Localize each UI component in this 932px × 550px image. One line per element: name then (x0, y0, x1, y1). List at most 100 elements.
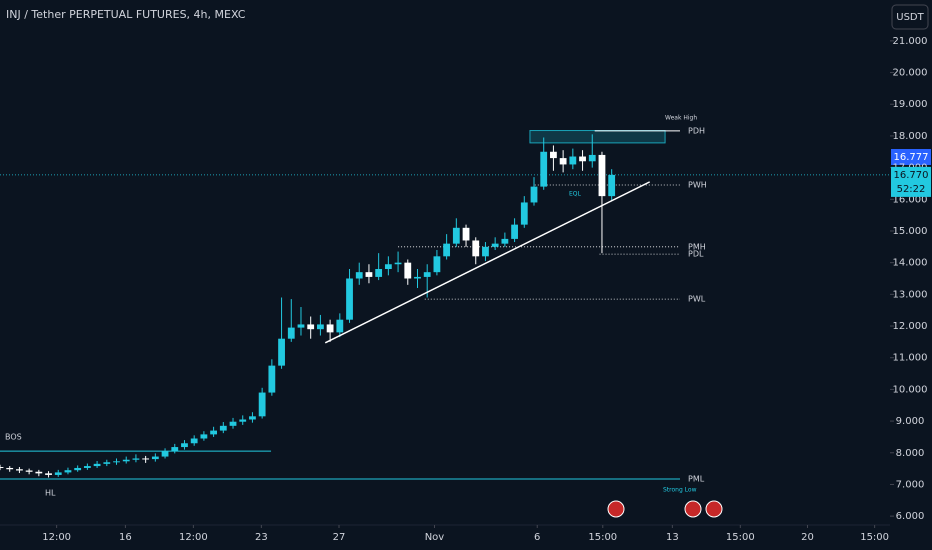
candle-body (569, 156, 577, 165)
y-tick-label: 16.000 (893, 194, 928, 205)
level-label: PDL (688, 250, 704, 259)
candle-body (142, 458, 150, 460)
price-badge-box (891, 149, 931, 165)
candle-body (93, 463, 101, 467)
candle-body (452, 227, 460, 244)
chart-title: INJ / Tether PERPETUAL FUTURES, 4h, MEXC (6, 8, 246, 21)
x-tick-label: 15:00 (588, 532, 617, 543)
price-axis (890, 0, 932, 550)
y-tick-label: 20.000 (893, 68, 928, 79)
candle-body (113, 461, 120, 463)
event-icon[interactable] (684, 500, 702, 518)
candle-body (122, 459, 130, 462)
current-price-label: 16.770 (894, 170, 929, 181)
candle-body (394, 262, 402, 265)
candle-body (355, 272, 363, 279)
y-tick-label: 10.000 (893, 384, 928, 395)
candle-body (559, 158, 567, 165)
candle-body (326, 324, 334, 333)
candle-body (0, 467, 4, 469)
candle-body (404, 262, 412, 279)
candle-body (317, 324, 324, 330)
x-tick-label: 15:00 (860, 532, 889, 543)
candle-body (103, 462, 111, 464)
y-tick-label: 18.000 (893, 131, 928, 142)
candle-body (482, 246, 489, 257)
currency-box[interactable] (891, 4, 929, 30)
level-label: PMH (688, 242, 706, 251)
y-tick-label: 8.000 (896, 448, 925, 459)
y-tick-label: 6.000 (896, 511, 925, 522)
candle-body (161, 451, 169, 457)
level-label: PWH (688, 181, 707, 190)
x-tick-label: 27 (333, 532, 346, 543)
candle-body (219, 425, 227, 431)
y-tick-label: 11.000 (893, 353, 928, 364)
candle-body (258, 392, 266, 417)
candle-body (307, 324, 315, 330)
note-hl: HL (45, 489, 56, 498)
candle-body (608, 174, 616, 197)
candle-body (16, 469, 23, 471)
x-tick-label: 12:00 (42, 532, 71, 543)
candle-body (210, 430, 217, 435)
x-tick-label: Nov (425, 532, 445, 543)
y-tick-label: 19.000 (893, 99, 928, 110)
candle-body (501, 238, 509, 244)
x-tick-label: 23 (255, 532, 268, 543)
candle-body (540, 151, 548, 187)
candle-body (171, 447, 179, 452)
candle-body (25, 470, 33, 472)
candle-body (511, 224, 518, 239)
candle-body (384, 264, 392, 269)
candle-body (181, 443, 188, 448)
candle-body (74, 467, 82, 471)
y-tick-label: 9.000 (896, 416, 925, 427)
current-price-box (891, 166, 931, 197)
candle-body (462, 227, 470, 241)
candle-body (64, 470, 72, 473)
candle-body (550, 151, 557, 159)
candle-body (35, 471, 43, 474)
candle-body (588, 154, 596, 162)
candle-body (278, 338, 285, 366)
candle-body (268, 365, 276, 393)
y-tick-label: 12.000 (893, 321, 928, 332)
candle-body (598, 154, 606, 197)
y-tick-label: 13.000 (893, 289, 928, 300)
event-icon[interactable] (705, 500, 723, 518)
candle-body (491, 243, 499, 247)
candle-body (151, 456, 159, 460)
candle-body (375, 268, 383, 277)
trendline (324, 181, 651, 344)
price-badge: 16.777 (894, 152, 929, 163)
note-strong-low: Strong Low (663, 487, 697, 494)
candle-body (297, 324, 305, 328)
candle-body (365, 272, 373, 277)
candle-body (443, 243, 451, 257)
y-tick-label: 21.000 (893, 36, 928, 47)
event-icons (607, 500, 723, 518)
candle-body (132, 458, 140, 460)
y-tick-label: 7.000 (896, 479, 925, 490)
x-tick-label: 6 (534, 532, 540, 543)
level-label: PWL (688, 295, 706, 304)
candle-body (54, 472, 62, 475)
candle-body (190, 438, 198, 444)
event-icon[interactable] (607, 500, 625, 518)
candle-body (239, 419, 247, 422)
candle-body (249, 416, 256, 420)
y-tick-label: 14.000 (893, 258, 928, 269)
y-tick-label: 15.000 (893, 226, 928, 237)
candle-body (520, 202, 528, 225)
note-weak-high: Weak High (665, 115, 697, 122)
x-tick-label: 20 (801, 532, 814, 543)
currency-label: USDT (896, 12, 924, 23)
x-tick-label: 15:00 (726, 532, 755, 543)
candle-body (287, 327, 295, 339)
candle-body (200, 434, 208, 439)
candle-body (472, 240, 480, 257)
